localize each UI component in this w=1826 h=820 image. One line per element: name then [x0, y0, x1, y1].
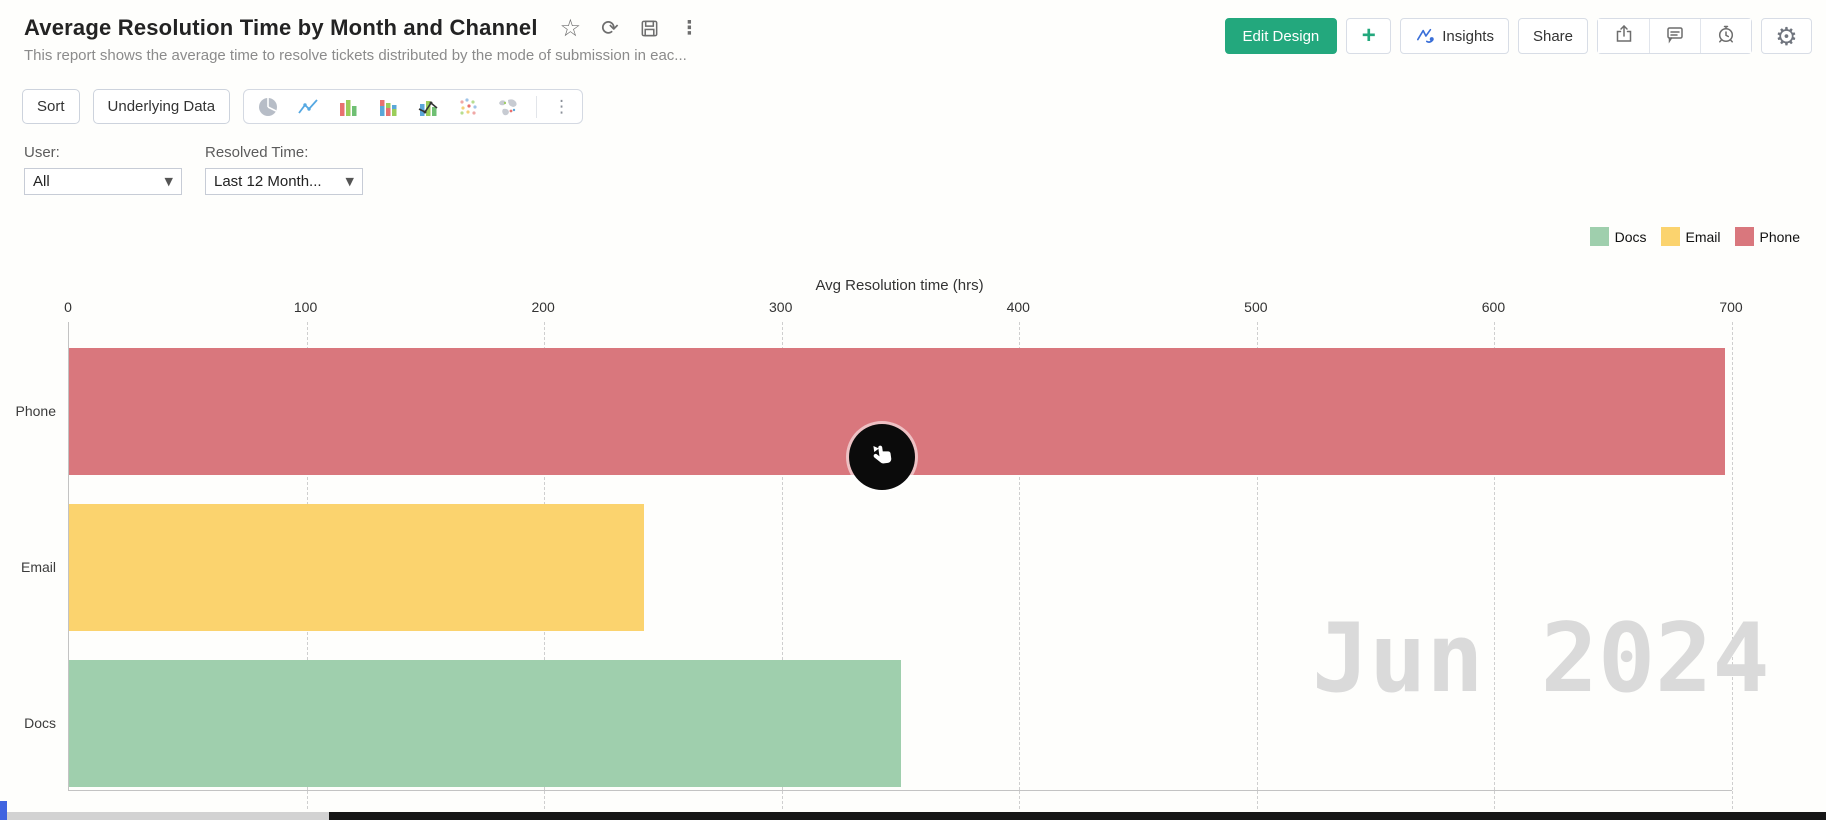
category-label: Docs: [24, 714, 56, 731]
tick-label: 300: [769, 299, 793, 315]
dropdown-arrow-icon: ▼: [164, 175, 173, 188]
hand-pointer-icon: [867, 438, 902, 477]
stacked-bar-chart-icon[interactable]: [376, 95, 400, 119]
gridline: [1256, 322, 1258, 790]
tick-mark: [544, 791, 546, 809]
chart-legend: Docs Email Phone: [1589, 227, 1800, 246]
pie-chart-icon[interactable]: [256, 95, 280, 119]
category-label: Phone: [15, 402, 56, 419]
comment-button[interactable]: [1649, 19, 1700, 53]
playback-progress-fill: [328, 812, 1826, 820]
playback-progress-marker: [0, 801, 7, 820]
share-button[interactable]: Share: [1517, 18, 1588, 54]
combo-chart-icon[interactable]: [416, 95, 440, 119]
bar-docs[interactable]: [69, 660, 901, 787]
tick-label: 400: [1006, 299, 1030, 315]
tick-label: 700: [1719, 299, 1743, 315]
tick-label: 600: [1481, 299, 1506, 315]
tick-mark: [1256, 791, 1258, 809]
legend-swatch: [1660, 227, 1680, 246]
save-icon[interactable]: [639, 18, 660, 39]
zia-icon: [1415, 27, 1435, 45]
report-description: This report shows the average time to re…: [24, 47, 687, 64]
gear-icon: ⚙: [1775, 21, 1798, 51]
kebab-menu-icon[interactable]: ⋮: [679, 17, 699, 39]
underlying-data-button[interactable]: Underlying Data: [92, 89, 231, 124]
plot-area: [68, 322, 1733, 809]
resolved-time-filter: Resolved Time: Last 12 Month... ▼: [205, 144, 363, 195]
scatter-chart-icon[interactable]: [456, 95, 480, 119]
legend-item-phone[interactable]: Phone: [1734, 227, 1800, 246]
favorite-star-icon[interactable]: ☆: [559, 14, 582, 42]
gridline: [1494, 322, 1496, 790]
legend-swatch: [1734, 227, 1754, 246]
divider: [536, 95, 538, 118]
page-title: Average Resolution Time by Month and Cha…: [24, 15, 538, 40]
sort-button[interactable]: Sort: [22, 89, 80, 124]
insights-button[interactable]: Insights: [1400, 18, 1509, 54]
gridline: [1019, 322, 1021, 790]
export-icon: [1613, 23, 1635, 49]
category-label: Email: [20, 558, 56, 575]
chart-type-strip: ⋮: [243, 89, 584, 124]
add-button[interactable]: +: [1346, 18, 1392, 54]
legend-item-docs[interactable]: Docs: [1589, 227, 1647, 246]
tick-label: 100: [293, 299, 318, 315]
dropdown-arrow-icon: ▼: [345, 175, 354, 188]
tick-label: 500: [1244, 299, 1268, 315]
map-chart-icon[interactable]: [496, 95, 520, 119]
bar-chart-icon[interactable]: [336, 95, 360, 119]
gridline: [781, 322, 783, 790]
tick-mark: [781, 791, 783, 809]
tick-label: 0: [64, 299, 72, 315]
legend-label: Phone: [1759, 228, 1800, 245]
edit-design-button[interactable]: Edit Design: [1224, 18, 1338, 54]
legend-swatch: [1589, 227, 1609, 246]
resolved-time-filter-label: Resolved Time:: [205, 144, 309, 161]
user-filter-select[interactable]: All ▼: [24, 168, 182, 195]
click-cursor-overlay: [849, 424, 915, 490]
legend-item-email[interactable]: Email: [1660, 227, 1721, 246]
tick-mark: [1732, 791, 1733, 809]
gridline: [1732, 322, 1733, 790]
comment-icon: [1664, 23, 1686, 49]
user-filter: User: All ▼: [24, 144, 182, 195]
refresh-icon[interactable]: ⟳: [601, 16, 619, 40]
resolved-time-filter-select[interactable]: Last 12 Month... ▼: [205, 168, 363, 195]
month-watermark: Jun 2024: [1312, 604, 1770, 714]
tick-label: 200: [531, 299, 555, 315]
alert-button[interactable]: [1700, 19, 1751, 53]
x-axis-ticks: 0 100 200 300 400 500 600 700: [64, 299, 1743, 317]
settings-button[interactable]: ⚙: [1761, 18, 1812, 54]
x-axis-title: Avg Resolution time (hrs): [815, 277, 984, 294]
report-toolbar: Sort Underlying Data: [22, 89, 584, 124]
alarm-clock-icon: [1715, 23, 1737, 49]
bar-email[interactable]: [69, 504, 644, 631]
more-chart-types-icon[interactable]: ⋮: [553, 96, 571, 117]
export-button[interactable]: [1598, 19, 1649, 53]
legend-label: Docs: [1614, 228, 1647, 245]
tick-mark: [306, 791, 308, 809]
action-bar: Edit Design + Insights Share: [1224, 18, 1812, 54]
line-chart-icon[interactable]: [296, 95, 320, 119]
legend-label: Email: [1685, 228, 1721, 245]
user-filter-label: User:: [24, 144, 60, 161]
tick-mark: [1019, 791, 1021, 809]
tick-mark: [1494, 791, 1496, 809]
playback-progress-track: [0, 812, 1826, 820]
